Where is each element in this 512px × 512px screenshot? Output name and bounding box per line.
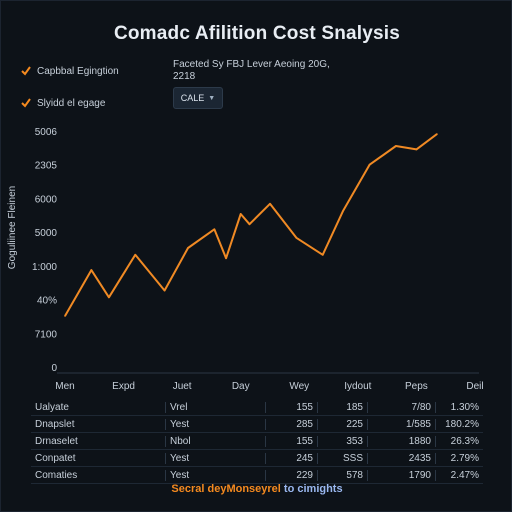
table-cell: 285	[265, 418, 317, 430]
chart-subheader: Faceted Sy FBJ Lever Aeoing 20G, 2218	[173, 59, 330, 83]
chart-svg: 5006 2305 6000 5000 1:000 40% 7100 0 Men Expd Juet…	[32, 127, 484, 392]
line-chart: 5006 2305 6000 5000 1:000 40% 7100 0 Men Expd Juet…	[1, 117, 512, 397]
x-tick-label: Expd	[112, 381, 135, 392]
data-point	[213, 228, 216, 231]
subheader-line: Faceted Sy FBJ Lever Aeoing 20G,	[173, 59, 330, 70]
data-point	[395, 145, 397, 147]
filter-item[interactable]: Slyidd el egage	[21, 95, 119, 111]
x-tick-label: Iydout	[344, 381, 371, 392]
y-tick-label: 5006	[35, 127, 58, 138]
scale-dropdown[interactable]: CALE ▼	[173, 87, 223, 109]
data-point	[108, 296, 110, 299]
table-cell: Comaties	[35, 469, 78, 481]
table-cell: Conpatet	[35, 452, 76, 464]
filter-item[interactable]: Capbbal Egingtion	[21, 63, 119, 79]
data-point	[295, 237, 298, 239]
x-tick-label: Juet	[173, 381, 192, 392]
data-point	[436, 133, 438, 135]
x-tick-label: Wey	[289, 381, 309, 392]
chevron-down-icon: ▼	[208, 94, 216, 102]
footer-link[interactable]: to cimights	[283, 483, 343, 495]
table-cell: 155	[265, 401, 317, 413]
table-cell: 1/585	[367, 418, 435, 430]
y-tick-label: 2305	[35, 161, 58, 172]
table-cell: Yest	[165, 418, 265, 430]
y-tick-label: 5000	[35, 228, 58, 239]
data-point	[342, 209, 345, 212]
y-tick-label: 7100	[35, 329, 58, 340]
filter-label: Slyidd el egage	[37, 97, 106, 109]
table-cell: 185	[317, 401, 367, 413]
x-tick-label: Peps	[405, 381, 428, 392]
table-row: Conpatet Yest 245 SSS 2435 2.79%	[31, 450, 483, 467]
table-row: Comaties Yest 229 578 1790 2.47%	[31, 467, 483, 484]
table-cell: Yest	[165, 469, 265, 481]
data-point	[415, 148, 418, 151]
footer-note: Secral deyMonseyrel to cimights	[1, 483, 512, 495]
data-point	[187, 247, 189, 249]
data-point	[64, 315, 66, 317]
table-cell: 7/80	[367, 401, 435, 413]
table-cell: 578	[317, 469, 367, 481]
table-row: Ualyate Vrel 155 185 7/80 1.30%	[31, 399, 483, 416]
footer-text: Secral deyMonseyrel	[171, 483, 281, 495]
table-row: Dnapslet Yest 285 225 1/585 180.2%	[31, 416, 483, 433]
filter-list: Capbbal Egingtion Slyidd el egage	[21, 63, 119, 127]
data-table: Ualyate Vrel 155 185 7/80 1.30% Dnapslet Yest 28…	[31, 399, 483, 484]
table-cell: Drnaselet	[35, 435, 78, 447]
x-tick-label: Deil	[466, 381, 483, 392]
x-tick-label: Day	[232, 381, 250, 392]
data-point	[225, 257, 227, 259]
filter-label: Capbbal Egingtion	[37, 65, 119, 77]
table-cell: 1.30%	[435, 401, 483, 413]
data-point	[321, 254, 324, 256]
table-cell: Dnapslet	[35, 418, 75, 430]
data-point	[163, 289, 166, 292]
dropdown-value: CALE	[180, 93, 205, 103]
x-tick-label: Men	[55, 381, 74, 392]
y-tick-label: 40%	[37, 296, 57, 307]
table-cell: Nbol	[165, 435, 265, 447]
data-point	[248, 223, 251, 225]
table-cell: 1880	[367, 435, 435, 447]
page-title: Comadc Afilition Cost Snalysis	[113, 23, 401, 44]
data-point	[90, 269, 93, 271]
data-point	[239, 213, 242, 215]
table-cell: 2435	[367, 452, 435, 464]
table-cell: 26.3%	[435, 435, 483, 447]
table-cell: 1790	[367, 469, 435, 481]
table-row: Drnaselet Nbol 155 353 1880 26.3%	[31, 433, 483, 450]
table-cell: 353	[317, 435, 367, 447]
data-point	[368, 163, 371, 166]
table-cell: 225	[317, 418, 367, 430]
table-cell: 245	[265, 452, 317, 464]
check-icon[interactable]	[21, 98, 31, 108]
check-icon[interactable]	[21, 66, 31, 76]
table-cell: 2.47%	[435, 469, 483, 481]
y-tick-label: 1:000	[32, 262, 57, 273]
data-point	[269, 203, 271, 205]
table-cell: Yest	[165, 452, 265, 464]
y-tick-label: 0	[51, 363, 57, 374]
subheader-line: 2218	[173, 71, 196, 82]
table-cell: 180.2%	[435, 418, 483, 430]
table-cell: 229	[265, 469, 317, 481]
table-cell: SSS	[317, 452, 367, 464]
table-cell: Vrel	[165, 401, 265, 413]
y-tick-label: 6000	[35, 194, 58, 205]
table-cell: 155	[265, 435, 317, 447]
table-cell: 2.79%	[435, 452, 483, 464]
data-point	[134, 254, 137, 256]
table-cell: Ualyate	[35, 401, 69, 413]
series-line	[64, 133, 438, 317]
